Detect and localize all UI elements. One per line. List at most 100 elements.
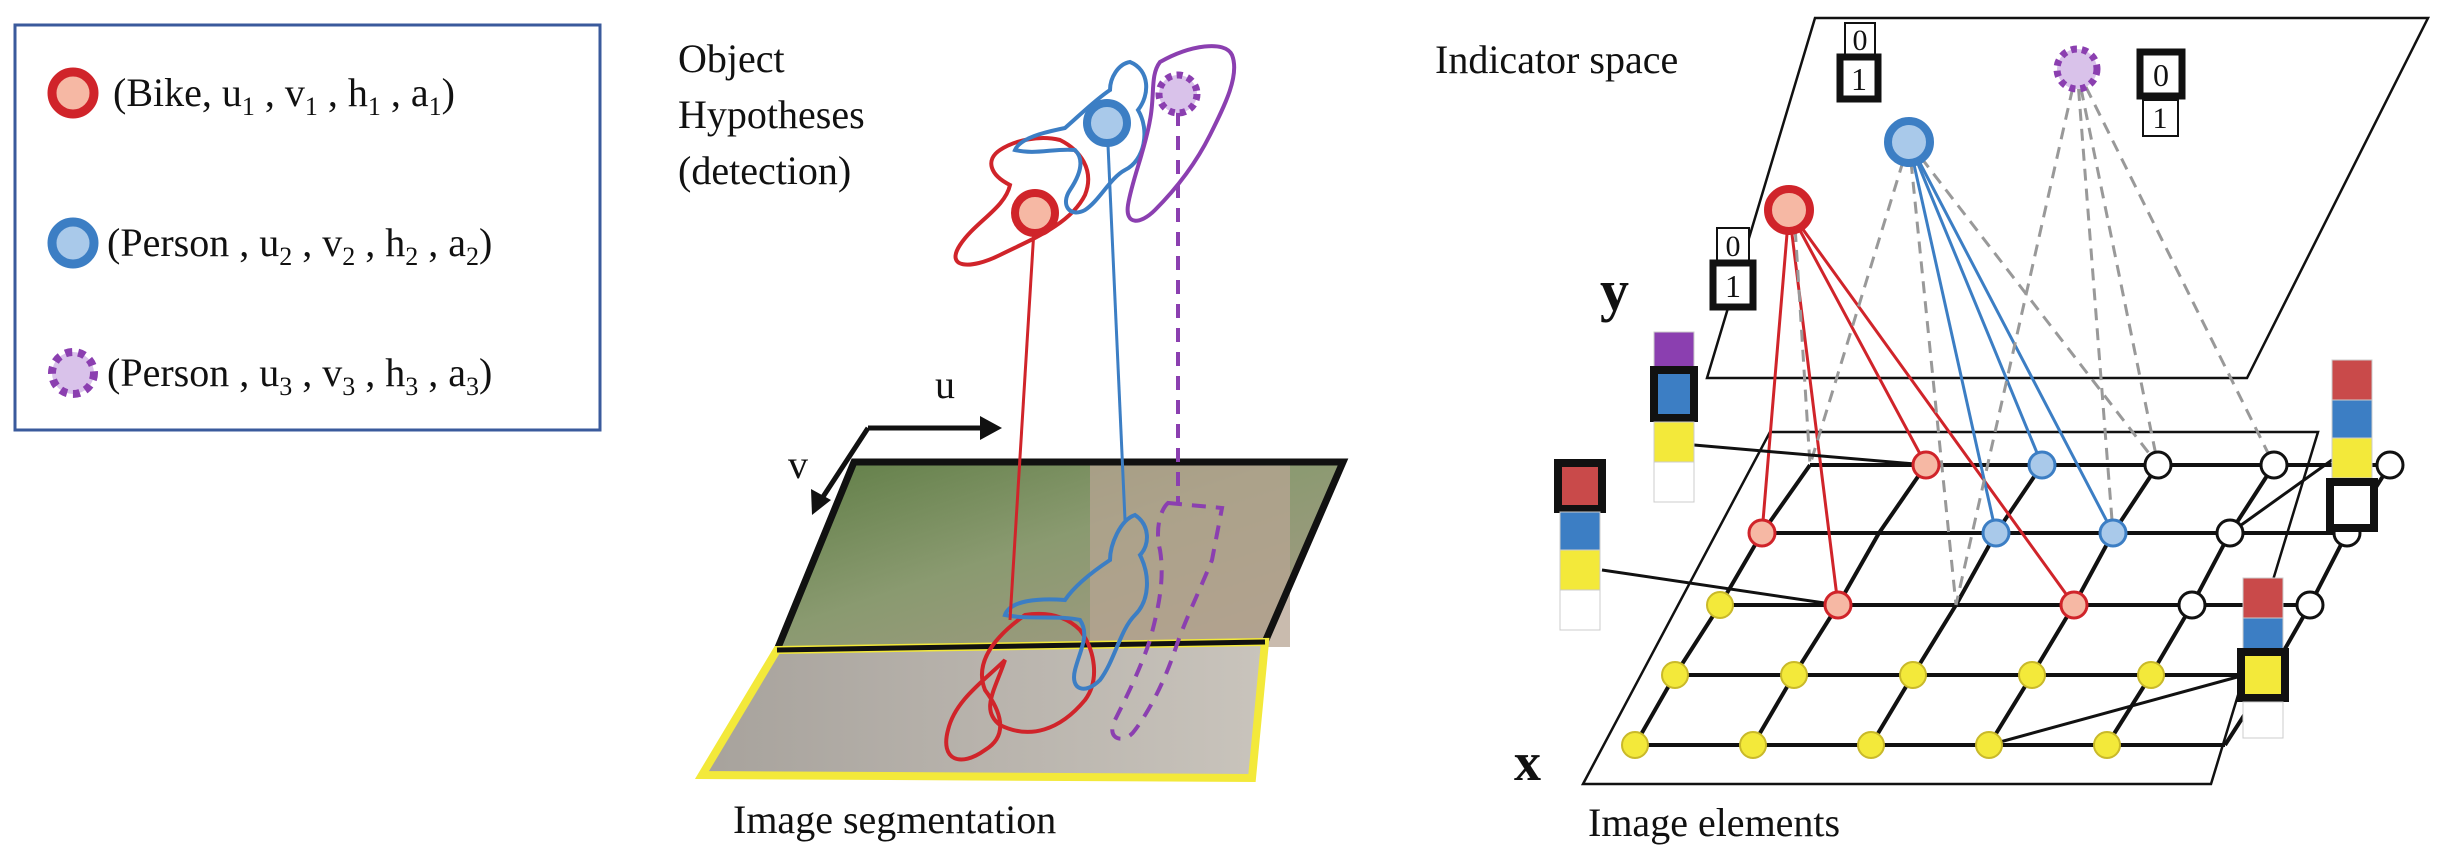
legend-item-bike: (Bike, u1 , v1 , h1 , a1) xyxy=(47,67,455,121)
legend-item-person-2: (Person , u2 , v2 , h2 , a2) xyxy=(47,217,492,271)
param-index: 3 xyxy=(405,372,418,401)
stack-cell-purple xyxy=(1653,331,1695,371)
indicator-zero-box xyxy=(2136,48,2186,100)
separator: , xyxy=(255,70,285,115)
image-element-node xyxy=(2027,450,2057,480)
indicator-space-label: Indicator space xyxy=(1435,37,1678,82)
legend-item-person-2-text: (Person , u2 , v2 , h2 , a2) xyxy=(107,220,492,271)
segment-boundary xyxy=(776,639,1266,653)
image-element-node xyxy=(2059,590,2089,620)
image-elements-label: Image elements xyxy=(1588,800,1840,845)
person3-detection-outline xyxy=(1125,44,1237,223)
param-u: u xyxy=(259,220,279,265)
stack-cell-red xyxy=(2331,359,2373,401)
separator: , xyxy=(229,350,259,395)
param-h: h xyxy=(385,220,405,265)
stack-cell-white xyxy=(2242,701,2284,739)
person-dashed-link xyxy=(1907,141,1958,606)
image-element-node xyxy=(1661,661,1689,689)
person3-dashed-link xyxy=(2075,68,2160,466)
indicator-zero-text: 0 xyxy=(1853,24,1868,57)
separator: , xyxy=(318,70,348,115)
stack-cell-yellow xyxy=(1653,421,1695,463)
separator: , xyxy=(381,70,411,115)
param-a: a xyxy=(411,70,429,115)
image-segmentation-label: Image segmentation xyxy=(733,797,1056,842)
person-segment-outline xyxy=(1002,512,1149,691)
image-element-node xyxy=(2177,590,2207,620)
image-element-node xyxy=(1823,590,1853,620)
person3-hypothesis-icon xyxy=(48,348,98,398)
stack-cell-red xyxy=(2242,577,2284,619)
bike-detection-outline xyxy=(953,136,1091,267)
paren-close: ) xyxy=(479,350,492,395)
person-dashed-link xyxy=(1907,141,2160,466)
image-element-node xyxy=(2143,450,2173,480)
u-axis-label: u xyxy=(935,362,955,407)
person3-segment-outline xyxy=(1110,500,1225,741)
separator: , xyxy=(292,350,322,395)
person-projection-line xyxy=(1105,122,1127,521)
legend-name: Person xyxy=(120,350,229,395)
graph-model: Indicator space y 0 1 0 1 0 1 x Image el… xyxy=(1435,16,2431,845)
stack-cell-blue xyxy=(2242,617,2284,651)
person-link xyxy=(1907,141,2115,534)
separator: , xyxy=(229,220,259,265)
param-index: 1 xyxy=(242,92,255,121)
image-element-node xyxy=(2018,661,2046,689)
stack-connector xyxy=(2229,458,2333,535)
bike-link xyxy=(1787,209,2076,606)
person-link xyxy=(1907,141,2044,466)
indicator-one-box xyxy=(2142,99,2179,137)
indicator-pair-right: 0 1 xyxy=(2136,48,2186,137)
x-label: x xyxy=(1514,732,1541,792)
separator: , xyxy=(355,350,385,395)
param-index: 3 xyxy=(279,372,292,401)
indicator-zero-box xyxy=(1716,227,1750,262)
image-element-node xyxy=(2375,450,2405,480)
paren-open: ( xyxy=(113,70,126,115)
image-element-node xyxy=(1981,518,2011,548)
separator: , xyxy=(202,70,222,115)
param-index: 2 xyxy=(279,242,292,271)
stack-cell-yellow xyxy=(2331,437,2373,479)
separator: , xyxy=(355,220,385,265)
v-arrowhead-icon xyxy=(811,489,831,515)
paren-open: ( xyxy=(107,220,120,265)
indicator-one-text: 1 xyxy=(2153,102,2168,135)
param-index: 2 xyxy=(342,242,355,271)
image-element-node xyxy=(1975,731,2003,759)
image-element-node xyxy=(1621,731,1649,759)
legend-item-bike-text: (Bike, u1 , v1 , h1 , a1) xyxy=(113,70,455,121)
bike-hypothesis-icon xyxy=(47,67,99,119)
image-element-node xyxy=(2259,450,2289,480)
image-element-node xyxy=(1747,518,1777,548)
person-detection-outline xyxy=(1012,59,1149,215)
u-arrowhead-icon xyxy=(980,416,1002,440)
image-element-node xyxy=(2137,661,2165,689)
segmentation-panel: Object Hypotheses (detection) u v xyxy=(678,36,1349,842)
indicator-pair-top: 0 1 xyxy=(1836,22,1882,103)
v-axis-label: v xyxy=(788,442,808,487)
building-facade xyxy=(1090,462,1290,647)
param-index: 2 xyxy=(466,242,479,271)
stack-cell-blue xyxy=(1650,366,1698,422)
bike-projection-line xyxy=(1008,212,1037,621)
stack-cell-white xyxy=(1653,461,1695,503)
param-u: u xyxy=(222,70,242,115)
label-stack-left xyxy=(1554,459,1606,631)
object-hypotheses-label-line1: Object xyxy=(678,36,785,81)
legend-item-person-3: (Person , u3 , v3 , h3 , a3) xyxy=(48,348,492,401)
param-index: 3 xyxy=(342,372,355,401)
image-element-node xyxy=(1911,450,1941,480)
person3-dashed-link xyxy=(2075,68,2115,534)
indicator-one-box xyxy=(1709,259,1757,311)
stack-connector xyxy=(1988,674,2242,747)
image-element-node xyxy=(2098,518,2128,548)
param-v: v xyxy=(322,350,342,395)
paren-close: ) xyxy=(442,70,455,115)
label-stack-right-top xyxy=(2326,359,2378,532)
paren-open: ( xyxy=(107,350,120,395)
stack-cell-blue xyxy=(1559,511,1601,551)
